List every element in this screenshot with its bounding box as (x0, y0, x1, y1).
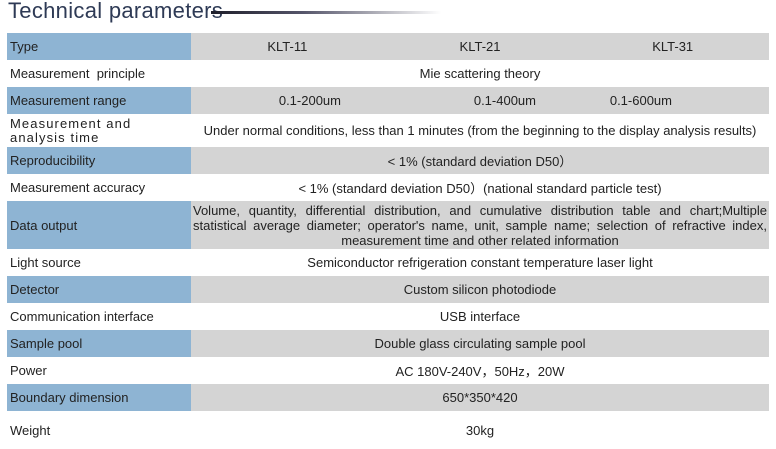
row-label: Weight (7, 411, 191, 449)
row-value: Semiconductor refrigeration constant tem… (191, 249, 769, 276)
table-row-type: Type KLT-11 KLT-21 KLT-31 (7, 33, 769, 60)
row-value: AC 180V-240V，50Hz，20W (191, 357, 769, 384)
table-row-accuracy: Measurement accuracy < 1% (standard devi… (7, 174, 769, 201)
row-label: Detector (7, 276, 191, 303)
row-label: Power (7, 357, 191, 384)
table-row-range: Measurement range 0.1-200um 0.1-400um 0.… (7, 87, 769, 114)
row-value: Custom silicon photodiode (191, 276, 769, 303)
table-row-communication: Communication interface USB interface (7, 303, 769, 330)
row-value: 650*350*420 (191, 384, 769, 411)
model-klt-31: KLT-31 (652, 39, 694, 54)
row-value: Mie scattering theory (191, 60, 769, 87)
row-label: Light source (7, 249, 191, 276)
range-klt-21: 0.1-400um (473, 93, 536, 108)
range-klt-11: 0.1-200um (278, 93, 341, 108)
row-value: USB interface (191, 303, 769, 330)
section-title: Technical parameters (8, 0, 224, 23)
row-label: Communication interface (7, 303, 191, 330)
row-label: Measurement principle (7, 60, 191, 87)
range-klt-31: 0.1-600um (609, 93, 672, 108)
table-row-weight: Weight 30kg (7, 411, 769, 449)
table-row-detector: Detector Custom silicon photodiode (7, 276, 769, 303)
row-value: Volume, quantity, differential distribut… (193, 202, 767, 248)
table-row-principle: Measurement principle Mie scattering the… (7, 60, 769, 87)
row-label: Data output (7, 201, 191, 249)
row-value: Double glass circulating sample pool (191, 330, 769, 357)
table-row-dimension: Boundary dimension 650*350*420 (7, 384, 769, 411)
technical-parameters-table: Type KLT-11 KLT-21 KLT-31 Measurement pr… (7, 33, 769, 449)
row-label: Measurement accuracy (7, 174, 191, 201)
row-label: Sample pool (7, 330, 191, 357)
model-klt-11: KLT-11 (267, 39, 308, 54)
table-row-reproducibility: Reproducibility < 1% (standard deviation… (7, 147, 769, 174)
row-label: Type (7, 33, 191, 60)
table-row-sample-pool: Sample pool Double glass circulating sam… (7, 330, 769, 357)
row-label: Boundary dimension (7, 384, 191, 411)
row-value: < 1% (standard deviation D50）(national s… (191, 174, 769, 201)
title-divider-line (211, 11, 441, 14)
row-label: Reproducibility (7, 147, 191, 174)
table-row-analysis-time: Measurement and analysis time Under norm… (7, 114, 769, 147)
row-label: Measurement range (7, 87, 191, 114)
table-row-power: Power AC 180V-240V，50Hz，20W (7, 357, 769, 384)
row-label: Measurement and analysis time (7, 114, 191, 147)
table-row-data-output: Data output Volume, quantity, differenti… (7, 201, 769, 249)
section-header: Technical parameters (8, 0, 776, 28)
table-row-light-source: Light source Semiconductor refrigeration… (7, 249, 769, 276)
row-value: Under normal conditions, less than 1 min… (191, 114, 769, 147)
model-klt-21: KLT-21 (459, 39, 501, 54)
row-value: < 1% (standard deviation D50） (191, 147, 769, 174)
row-value: 30kg (191, 411, 769, 449)
